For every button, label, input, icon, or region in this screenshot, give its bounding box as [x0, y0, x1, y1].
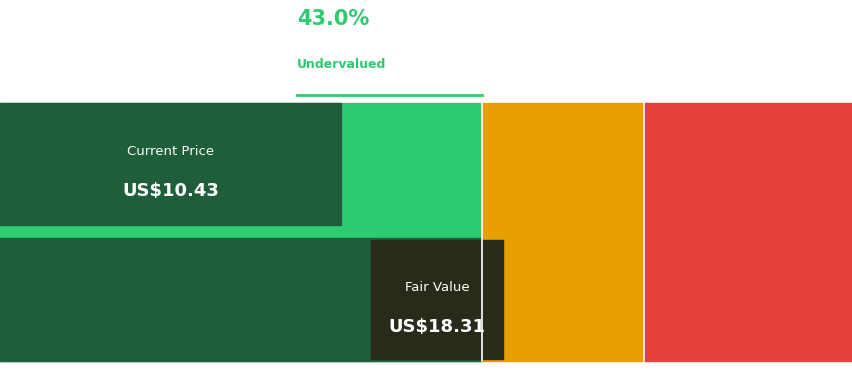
- Text: Fair Value: Fair Value: [405, 281, 469, 294]
- Text: Current Price: Current Price: [127, 145, 214, 158]
- Bar: [0, 239, 481, 361]
- Text: US$18.31: US$18.31: [389, 318, 485, 336]
- Text: 43.0%: 43.0%: [296, 9, 369, 29]
- Text: Undervalued: Undervalued: [296, 58, 386, 71]
- Text: US$10.43: US$10.43: [122, 182, 219, 200]
- Bar: [0, 103, 341, 225]
- Bar: [481, 103, 643, 361]
- Bar: [0, 103, 481, 361]
- Bar: [371, 241, 503, 359]
- Bar: [643, 103, 852, 361]
